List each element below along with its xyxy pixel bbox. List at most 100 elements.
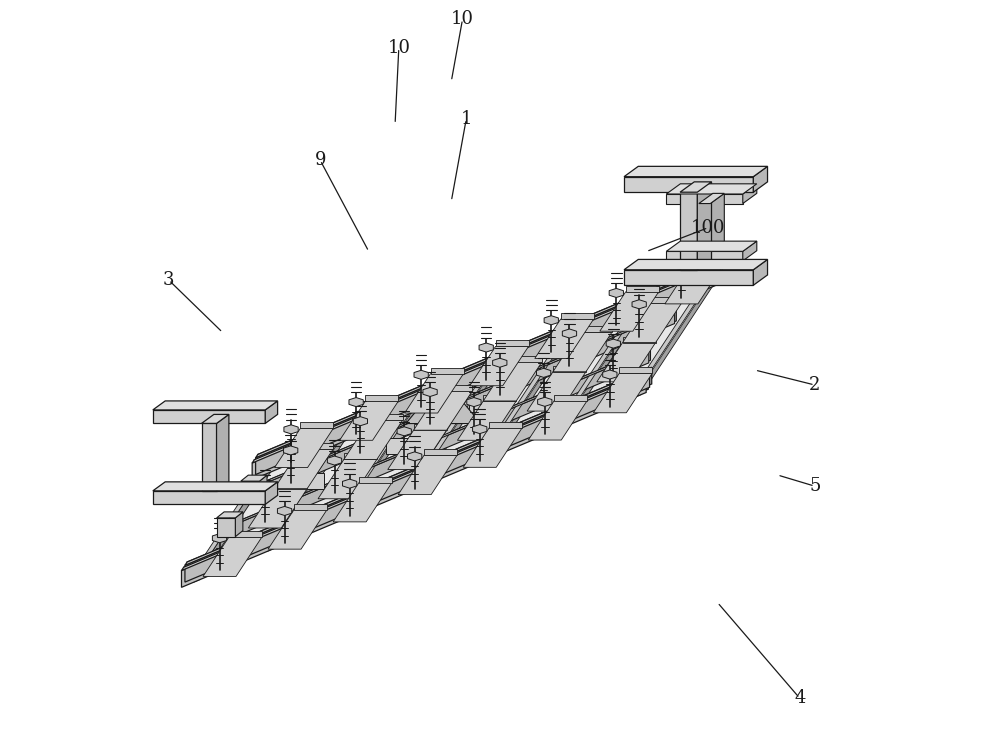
Polygon shape (753, 260, 768, 285)
Polygon shape (624, 270, 753, 285)
Polygon shape (538, 397, 552, 406)
Polygon shape (487, 328, 572, 449)
Polygon shape (193, 570, 200, 582)
Polygon shape (386, 438, 408, 455)
Polygon shape (666, 194, 743, 204)
Polygon shape (217, 518, 235, 537)
Text: 100: 100 (691, 219, 726, 236)
Polygon shape (699, 193, 724, 204)
Polygon shape (241, 481, 260, 500)
Polygon shape (414, 359, 498, 480)
Polygon shape (493, 358, 507, 367)
Text: 5: 5 (809, 477, 820, 495)
Polygon shape (202, 424, 217, 491)
Polygon shape (606, 339, 620, 348)
Polygon shape (553, 368, 575, 384)
Polygon shape (680, 193, 697, 270)
Polygon shape (553, 365, 586, 371)
Polygon shape (274, 421, 351, 549)
Polygon shape (252, 268, 717, 479)
Polygon shape (489, 422, 522, 428)
Polygon shape (353, 417, 368, 426)
Polygon shape (217, 414, 229, 491)
Polygon shape (483, 395, 516, 401)
Polygon shape (641, 267, 719, 394)
Polygon shape (231, 351, 649, 538)
Polygon shape (528, 401, 587, 440)
Polygon shape (248, 488, 307, 528)
Polygon shape (483, 362, 542, 401)
Polygon shape (231, 348, 650, 526)
Polygon shape (294, 504, 327, 510)
Polygon shape (509, 356, 542, 362)
Polygon shape (494, 328, 572, 456)
Polygon shape (666, 251, 743, 261)
Polygon shape (300, 443, 333, 449)
Polygon shape (496, 341, 529, 347)
Polygon shape (359, 476, 392, 482)
Polygon shape (561, 313, 594, 319)
Polygon shape (274, 482, 307, 488)
Polygon shape (185, 367, 652, 565)
Polygon shape (536, 368, 551, 378)
Polygon shape (473, 424, 487, 433)
Polygon shape (497, 311, 638, 453)
Polygon shape (479, 343, 493, 352)
Polygon shape (624, 260, 768, 270)
Polygon shape (743, 241, 757, 261)
Polygon shape (544, 316, 558, 325)
Polygon shape (153, 491, 265, 504)
Text: 9: 9 (314, 151, 326, 169)
Text: 1: 1 (461, 110, 472, 128)
Polygon shape (562, 329, 577, 338)
Polygon shape (365, 395, 398, 401)
Polygon shape (284, 446, 298, 455)
Polygon shape (467, 398, 481, 407)
Polygon shape (344, 420, 403, 459)
Polygon shape (553, 332, 612, 371)
Polygon shape (619, 368, 652, 374)
Polygon shape (579, 326, 612, 332)
Polygon shape (593, 374, 652, 413)
Polygon shape (603, 370, 617, 379)
Text: 2: 2 (809, 376, 820, 394)
Polygon shape (265, 482, 278, 504)
Polygon shape (463, 428, 522, 467)
Polygon shape (554, 395, 587, 401)
Polygon shape (258, 260, 722, 471)
Polygon shape (252, 265, 719, 463)
Polygon shape (699, 204, 710, 251)
Polygon shape (600, 292, 659, 331)
Text: 10: 10 (387, 39, 410, 57)
Polygon shape (388, 430, 447, 470)
Polygon shape (561, 416, 568, 428)
Polygon shape (300, 422, 333, 428)
Polygon shape (469, 402, 492, 419)
Polygon shape (635, 267, 719, 388)
Polygon shape (624, 166, 768, 177)
Polygon shape (256, 260, 722, 458)
Text: 3: 3 (163, 271, 174, 289)
Polygon shape (258, 309, 676, 496)
Polygon shape (624, 177, 753, 193)
Polygon shape (349, 372, 491, 515)
Polygon shape (202, 414, 229, 424)
Polygon shape (274, 449, 333, 488)
Polygon shape (349, 398, 363, 407)
Polygon shape (623, 337, 656, 343)
Polygon shape (256, 263, 720, 475)
Polygon shape (276, 403, 417, 545)
Polygon shape (666, 183, 757, 194)
Polygon shape (423, 387, 437, 396)
Polygon shape (327, 456, 342, 465)
Polygon shape (340, 508, 347, 521)
Polygon shape (200, 452, 278, 580)
Polygon shape (153, 410, 265, 424)
Polygon shape (710, 193, 724, 251)
Polygon shape (229, 531, 262, 537)
Polygon shape (187, 367, 652, 579)
Polygon shape (597, 343, 656, 382)
Polygon shape (626, 286, 659, 292)
Polygon shape (405, 374, 464, 413)
Polygon shape (609, 288, 623, 297)
